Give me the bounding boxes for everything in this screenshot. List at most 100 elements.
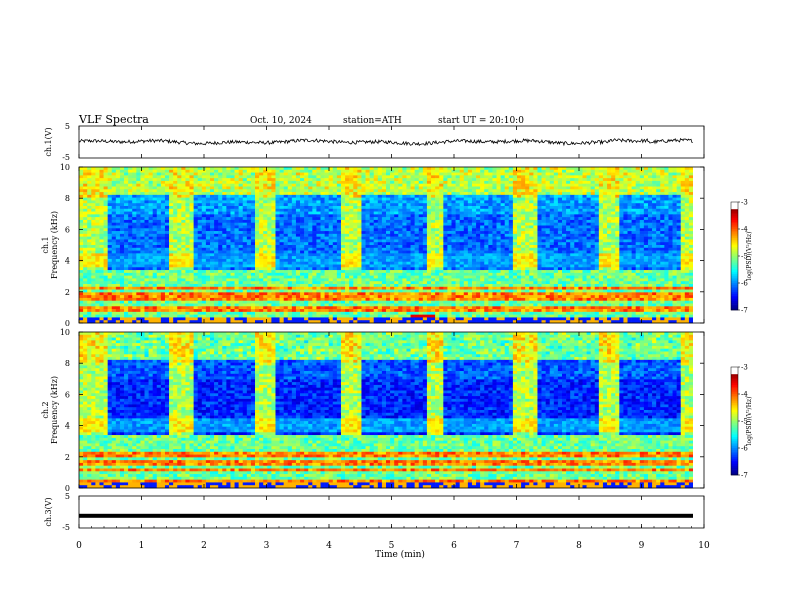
spectrogram-cell: [291, 250, 297, 254]
spectrogram-cell: [144, 245, 149, 249]
spectrogram-cell: [111, 194, 117, 198]
spectrogram-cell: [508, 200, 514, 204]
spectrogram-cell: [242, 242, 248, 246]
spectrogram-cell: [611, 256, 616, 260]
spectrogram-cell: [594, 231, 600, 235]
spectrogram-cell: [500, 197, 505, 201]
spectrogram-cell: [222, 183, 227, 187]
spectrogram-cell: [373, 197, 379, 201]
spectrogram-cell: [185, 236, 190, 240]
spectrogram-cell: [410, 239, 415, 243]
spectrogram-cell: [201, 245, 207, 249]
spectrogram-cell: [156, 189, 162, 193]
spectrogram-cell: [525, 192, 530, 196]
spectrogram-cell: [308, 236, 313, 240]
spectrogram-cell: [586, 231, 591, 235]
spectrogram-cell: [607, 217, 612, 221]
spectrogram-cell: [586, 206, 591, 210]
spectrogram-cell: [537, 197, 542, 201]
spectrogram-cell: [345, 256, 350, 260]
spectrogram-cell: [459, 178, 465, 182]
spectrogram-cell: [381, 180, 387, 185]
spectrogram-cell: [586, 200, 591, 204]
spectrogram-cell: [164, 197, 170, 201]
spectrogram-cell: [455, 194, 460, 198]
spectrogram-cell: [541, 256, 546, 260]
spectrogram-cell: [336, 206, 342, 210]
spectrogram-cell: [177, 245, 182, 249]
spectrogram-cell: [259, 242, 264, 246]
spectrogram-cell: [500, 225, 505, 229]
spectrogram-cell: [463, 233, 469, 237]
spectrogram-cell: [467, 175, 473, 179]
spectrogram-cell: [242, 211, 248, 215]
spectrogram-cell: [295, 169, 301, 173]
spectrogram-cell: [656, 222, 661, 226]
spectrogram-cell: [255, 250, 260, 254]
spectrogram-cell: [525, 222, 530, 226]
spectrogram-cell: [402, 169, 407, 173]
spectrogram-cell: [373, 189, 379, 193]
spectrogram-cell: [103, 231, 108, 235]
spectrogram-cell: [598, 250, 604, 254]
spectrogram-cell: [185, 233, 190, 237]
spectrogram-cell: [484, 206, 489, 210]
spectrogram-cell: [226, 231, 231, 235]
spectrogram-cell: [557, 200, 563, 204]
spectrogram-cell: [332, 200, 338, 204]
spectrogram-cell: [410, 178, 415, 182]
spectrogram-cell: [173, 211, 178, 215]
spectrogram-cell: [607, 180, 612, 185]
spectrogram-cell: [246, 214, 252, 218]
spectrogram-cell: [300, 178, 305, 182]
spectrogram-cell: [574, 189, 579, 193]
spectrogram-cell: [688, 225, 694, 229]
spectrogram-cell: [688, 239, 694, 243]
spectrogram-cell: [156, 222, 162, 226]
spectrogram-cell: [353, 189, 358, 193]
spectrogram-cell: [386, 233, 391, 237]
spectrogram-cell: [340, 189, 346, 193]
spectrogram-cell: [426, 222, 432, 226]
spectrogram-cell: [255, 192, 260, 196]
spectrogram-cell: [287, 214, 293, 218]
spectrogram-cell: [684, 233, 690, 237]
spectrogram-cell: [197, 206, 203, 210]
spectrogram-cell: [619, 175, 624, 179]
spectrogram-cell: [160, 211, 166, 215]
spectrogram-cell: [128, 169, 133, 173]
spectrogram-cell: [549, 228, 555, 232]
spectrogram-cell: [312, 228, 317, 232]
spectrogram-cell: [214, 225, 219, 229]
spectrogram-cell: [169, 253, 174, 257]
spectrogram-cell: [283, 186, 289, 190]
spectrogram-cell: [234, 256, 239, 260]
spectrogram-cell: [152, 217, 158, 221]
spectrogram-cell: [414, 186, 420, 190]
spectrogram-cell: [107, 258, 113, 263]
spectrogram-cell: [635, 175, 641, 179]
spectrogram-cell: [345, 222, 350, 226]
spectrogram-cell: [631, 194, 636, 198]
spectrogram-cell: [119, 228, 125, 232]
spectrogram-cell: [521, 225, 526, 229]
spectrogram-cell: [570, 180, 575, 185]
spectrogram-cell: [508, 225, 514, 229]
spectrogram-cell: [365, 180, 370, 185]
spectrogram-cell: [259, 189, 264, 193]
spectrogram-cell: [394, 178, 399, 182]
spectrogram-cell: [566, 203, 571, 207]
spectrogram-cell: [316, 253, 321, 257]
spectrogram-cell: [279, 192, 284, 196]
spectrogram-cell: [476, 219, 481, 224]
spectrogram-cell: [124, 245, 129, 249]
spectrogram-cell: [410, 169, 415, 173]
spectrogram-cell: [488, 183, 493, 187]
spectrogram-cell: [103, 219, 108, 224]
spectrogram-cell: [431, 219, 436, 224]
spectrogram-cell: [590, 236, 596, 240]
spectrogram-cell: [512, 172, 518, 176]
spectrogram-cell: [398, 203, 403, 207]
spectrogram-cell: [656, 228, 661, 232]
spectrogram-cell: [209, 231, 215, 235]
